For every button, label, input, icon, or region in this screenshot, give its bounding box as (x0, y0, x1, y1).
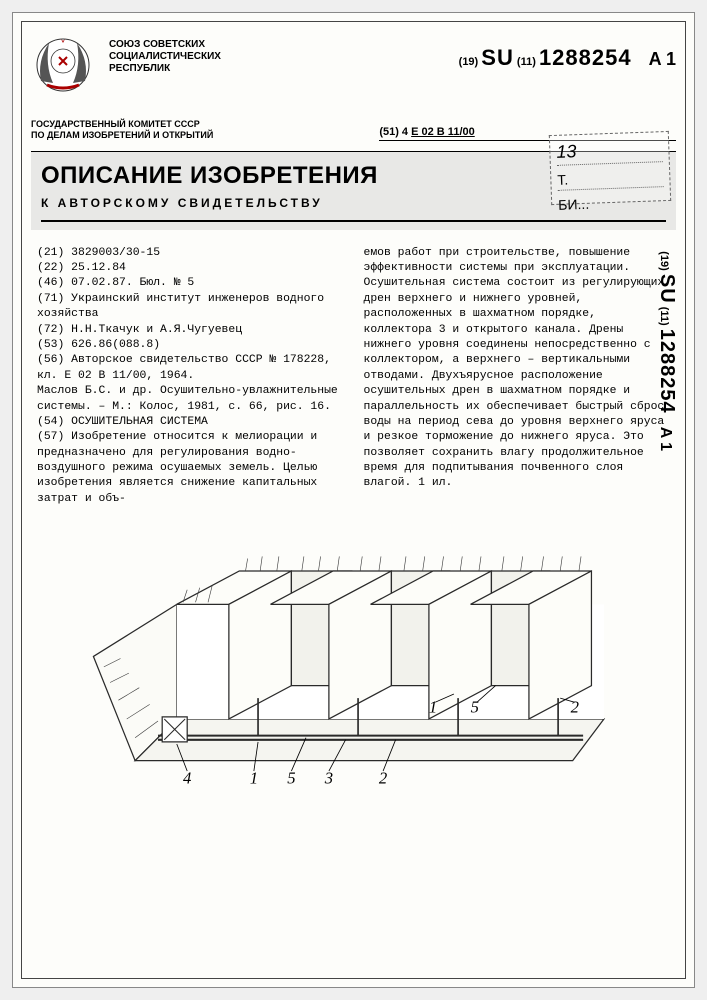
doc-id-side: (19) SU (11) 1288254 A 1 (655, 251, 678, 451)
union-label: СОЮЗ СОВЕТСКИХ СОЦИАЛИСТИЧЕСКИХ РЕСПУБЛИ… (109, 39, 445, 75)
fig-label-2a: 2 (378, 769, 386, 788)
patent-page: СОЮЗ СОВЕТСКИХ СОЦИАЛИСТИЧЕСКИХ РЕСПУБЛИ… (12, 12, 695, 988)
header-block: СОЮЗ СОВЕТСКИХ СОЦИАЛИСТИЧЕСКИХ РЕСПУБЛИ… (31, 31, 676, 103)
fig-label-1b: 1 (429, 698, 437, 717)
fig-label-3: 3 (323, 769, 332, 788)
doc-kind: A 1 (649, 49, 676, 69)
fig-label-2b: 2 (570, 698, 578, 717)
right-column: емов работ при строительстве, повышение … (364, 246, 671, 508)
right-col-text: емов работ при строительстве, повышение … (364, 246, 671, 492)
side-11: (11) (658, 307, 670, 326)
fig-label-5b: 5 (470, 698, 478, 717)
library-stamp: 13 Т. БИ... (549, 131, 671, 205)
prefix-11: (11) (517, 56, 536, 68)
side-number: 1288254 (656, 329, 678, 414)
side-country: SU (656, 274, 678, 304)
ussr-emblem (31, 31, 95, 95)
doc-id-top: (19) SU (11) 1288254 A 1 (459, 31, 676, 71)
country-code: SU (481, 45, 514, 70)
committee-label: ГОСУДАРСТВЕННЫЙ КОМИТЕТ СССР ПО ДЕЛАМ ИЗ… (31, 119, 328, 141)
drainage-figure: 4 1 5 3 2 1 5 2 (83, 521, 625, 792)
ipc-prefix: (51) 4 (379, 126, 408, 138)
left-column: (21) 3829003/30-15 (22) 25.12.84 (46) 07… (37, 246, 344, 508)
fig-label-4: 4 (183, 769, 191, 788)
stamp-line2: БИ... (558, 196, 589, 213)
fig-label-5a: 5 (287, 769, 295, 788)
patent-number: 1288254 (539, 45, 632, 70)
side-prefix: (19) (658, 251, 670, 271)
body-text: (21) 3829003/30-15 (22) 25.12.84 (46) 07… (31, 230, 676, 508)
left-col-text: (21) 3829003/30-15 (22) 25.12.84 (46) 07… (37, 246, 344, 508)
fig-label-1: 1 (249, 769, 257, 788)
stamp-line1: Т. (557, 171, 568, 187)
ipc-value: E 02 B 11/00 (411, 126, 475, 138)
prefix-19: (19) (459, 56, 479, 68)
figure-container: 4 1 5 3 2 1 5 2 (31, 521, 676, 792)
side-kind: A 1 (657, 427, 674, 451)
stamp-num: 13 (556, 141, 577, 162)
